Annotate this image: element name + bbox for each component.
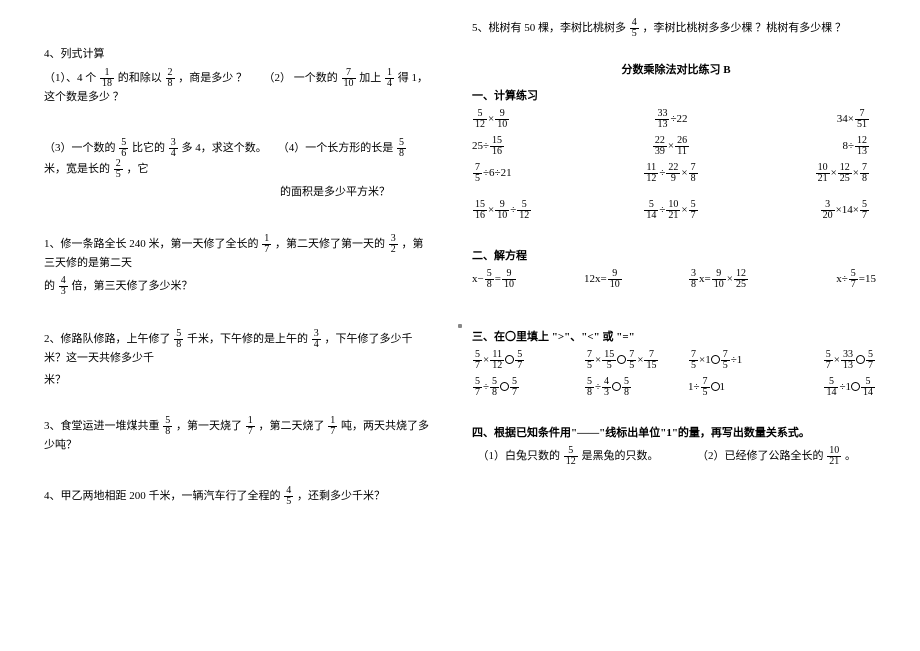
q4-1: （1）、4 个 118 的和除以 28 ，商是多少 ？ （2） 一个数的 710… xyxy=(44,68,430,107)
p5: 5、桃树有 50 棵，李树比桃树多 45 ，李树比桃树多多少棵 ？桃树有多少棵 … xyxy=(472,18,880,39)
calc-row4: 1516×910÷512 514÷1021×57 320×14×57 xyxy=(472,200,880,221)
p1: 1、修一条路全长 240 米，第一天修了全长的 17 ，第二天修了第一天的 32… xyxy=(44,234,430,273)
calc-row2: 25÷1516 2239×2611 8÷1213 xyxy=(472,136,880,157)
title-b: 分数乘除法对比练习 B xyxy=(472,61,880,77)
eq-row: x−58=910 12x=910 38x=910×1225 x÷57=15 xyxy=(472,269,880,290)
q4-3: （3）一个数的 56 比它的 34 多 4，求这个数。 （4）一个长方形的长是 … xyxy=(44,138,430,180)
p3: 3、食堂运进一堆煤共重 58 ，第一天烧了 17 ，第二天烧了 17 吨，两天共… xyxy=(44,416,430,455)
cmp-row1: 57×111257 75×15575×715 75×175÷1 57×33135… xyxy=(472,350,880,371)
calc-row1: 512×910 3313÷22 34×751 xyxy=(472,109,880,130)
sec3: 三、在〇里填上 ">"、"<" 或 "=" xyxy=(472,328,880,344)
s4-row: （1）白兔只数的 512 是黑兔的只数。 （2）已经修了公路全长的 1021 。 xyxy=(472,446,880,467)
q4-head: 4、列式计算 xyxy=(44,46,430,64)
sec1: 一、计算练习 xyxy=(472,87,880,103)
sec4: 四、根据已知条件用"——"线标出单位"1"的量，再写出数量关系式。 xyxy=(472,424,880,440)
cmp-row2: 57÷5857 58÷4358 1÷751 514÷1514 xyxy=(472,377,880,398)
p4: 4、甲乙两地相距 200 千米，一辆汽车行了全程的 45 ，还剩多少千米？ xyxy=(44,486,430,507)
sec2: 二、解方程 xyxy=(472,247,880,263)
p2: 2、修路队修路，上午修了 58 千米，下午修的是上午的 34 ，下午修了多少千米… xyxy=(44,329,430,368)
center-marker xyxy=(458,324,462,328)
calc-row3: 75÷6÷21 1112÷229×78 1021×1225×78 xyxy=(472,163,880,184)
frac: 118 xyxy=(100,68,114,89)
